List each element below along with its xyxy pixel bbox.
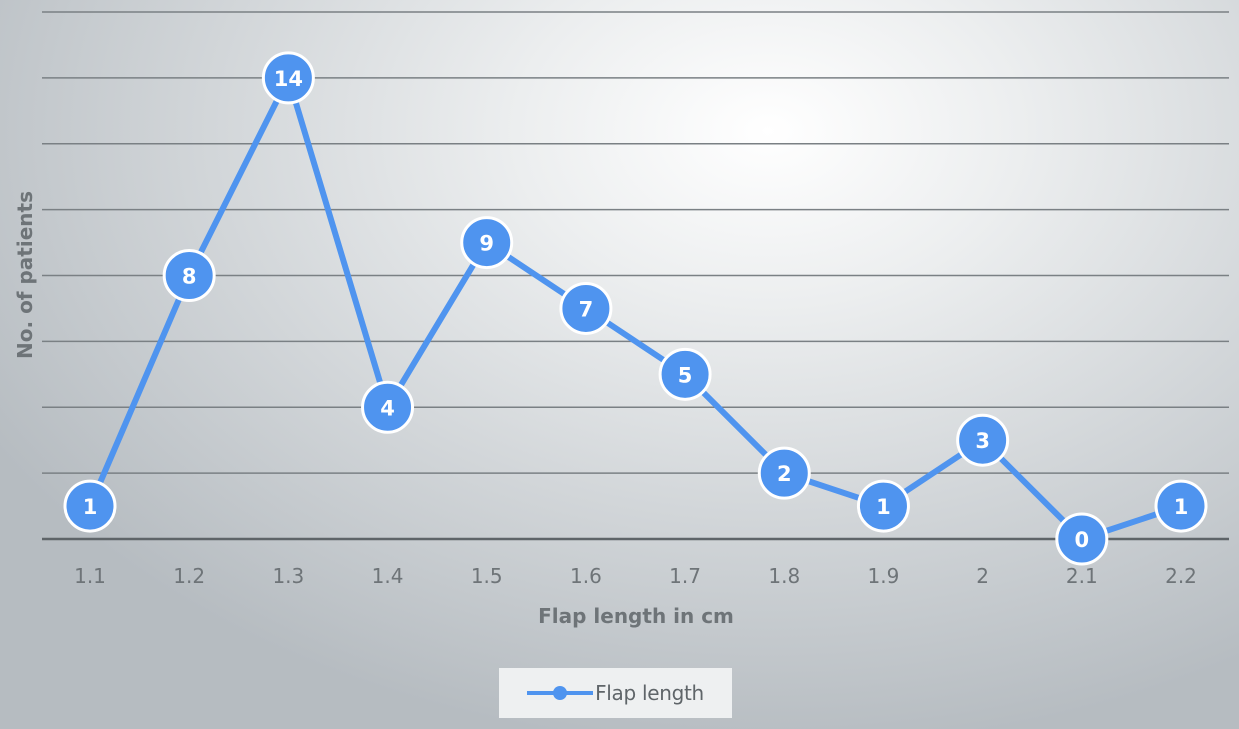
data-label: 0 <box>1075 528 1090 552</box>
legend-swatch <box>527 683 594 703</box>
data-label: 8 <box>182 265 197 289</box>
legend: Flap length <box>499 668 732 718</box>
data-label: 5 <box>678 363 693 387</box>
x-tick-label: 1.3 <box>272 564 304 588</box>
x-tick-label: 1.1 <box>74 564 106 588</box>
x-tick-label: 1.2 <box>173 564 205 588</box>
x-tick-label: 1.9 <box>868 564 900 588</box>
data-label: 4 <box>380 396 395 420</box>
data-label: 3 <box>975 429 990 453</box>
x-tick-label: 1.5 <box>471 564 503 588</box>
data-point-marker <box>162 249 216 302</box>
data-label: 9 <box>479 232 494 256</box>
x-tick-label: 1.4 <box>372 564 404 588</box>
x-tick-label: 2 <box>976 564 989 588</box>
data-point-marker <box>559 281 613 335</box>
x-tick-label: 2.1 <box>1066 564 1098 588</box>
data-point-marker <box>361 380 415 434</box>
data-label: 2 <box>777 462 792 486</box>
data-point-marker <box>1055 512 1109 566</box>
data-point-marker <box>856 479 910 533</box>
data-point-marker <box>956 413 1010 467</box>
data-point-marker <box>757 446 811 500</box>
data-label: 7 <box>579 297 594 321</box>
y-axis-title: No. of patients <box>13 191 37 359</box>
data-point-marker <box>658 347 712 401</box>
x-tick-label: 2.2 <box>1165 564 1197 588</box>
series-flap-length: 1 8 14 4 9 7 5 2 1 3 0 1 <box>63 51 1208 566</box>
data-point-marker <box>261 51 315 105</box>
data-point-marker <box>1154 479 1208 533</box>
x-tick-label: 1.6 <box>570 564 602 588</box>
data-label: 1 <box>876 495 891 519</box>
x-axis-tick-labels: 1.1 1.2 1.3 1.4 1.5 1.6 1.7 1.8 1.9 2 2.1 2.2 <box>74 564 1197 588</box>
data-point-marker <box>460 216 514 270</box>
x-axis-title: Flap length in cm <box>538 604 734 628</box>
data-label: 1 <box>83 495 98 519</box>
series-line-flap-length <box>87 74 1182 542</box>
x-tick-label: 1.8 <box>768 564 800 588</box>
x-tick-label: 1.7 <box>669 564 701 588</box>
grid-lines <box>42 11 1229 541</box>
data-point-marker <box>63 479 117 533</box>
data-label: 1 <box>1174 495 1189 519</box>
data-label: 14 <box>274 67 303 91</box>
legend-label-flap-length: Flap length <box>595 681 704 705</box>
